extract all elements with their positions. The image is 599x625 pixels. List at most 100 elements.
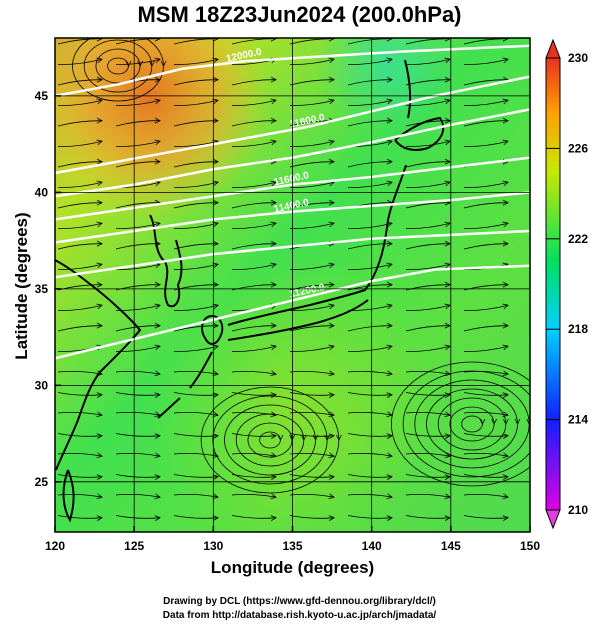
wind-arrow — [96, 411, 103, 418]
wind-arrow — [154, 221, 161, 228]
streamline — [463, 371, 509, 375]
streamline — [347, 79, 393, 86]
streamline — [115, 202, 161, 209]
streamline — [115, 433, 161, 437]
streamline — [57, 371, 103, 375]
wind-arrow — [386, 221, 393, 228]
wind-streamlines — [57, 38, 543, 521]
streamline — [347, 181, 393, 188]
streamline — [405, 345, 451, 352]
streamline — [289, 392, 335, 396]
wind-arrow — [212, 452, 219, 459]
wind-arrow — [270, 344, 277, 351]
streamline — [115, 243, 161, 250]
streamline — [231, 371, 277, 375]
wind-arrow — [444, 98, 451, 105]
wind-arrow — [96, 76, 103, 83]
wind-arrow — [502, 139, 509, 146]
wind-arrow — [212, 433, 219, 439]
wind-arrow — [212, 493, 219, 500]
wind-arrow — [444, 515, 451, 521]
streamline — [57, 412, 103, 416]
streamline — [57, 140, 103, 147]
streamline — [115, 99, 161, 106]
streamline — [231, 202, 277, 209]
streamline — [289, 222, 335, 229]
wind-arrow — [277, 434, 284, 441]
wind-arrow — [386, 370, 393, 377]
streamline — [115, 371, 161, 375]
streamline — [463, 325, 509, 332]
streamline — [405, 412, 451, 416]
streamline — [173, 304, 219, 311]
wind-arrow — [444, 76, 451, 83]
wind-arrow — [444, 180, 451, 187]
streamline — [463, 515, 509, 519]
streamline — [231, 222, 277, 229]
wind-arrow — [328, 344, 335, 351]
streamline — [115, 120, 161, 127]
streamline — [347, 494, 393, 498]
streamline — [57, 494, 103, 498]
wind-arrow — [96, 493, 103, 500]
wind-arrow — [386, 303, 393, 310]
streamline — [173, 515, 219, 519]
streamline — [57, 263, 103, 270]
coastlines — [55, 59, 445, 523]
wind-arrow — [328, 370, 335, 377]
streamline — [405, 304, 451, 311]
streamline — [347, 345, 393, 352]
wind-arrow — [502, 515, 509, 521]
streamline — [173, 371, 219, 375]
streamline — [231, 263, 277, 270]
streamline — [289, 371, 335, 375]
wind-arrow — [96, 262, 103, 269]
streamline — [405, 243, 451, 250]
sakhalin-coast — [404, 59, 412, 119]
streamline — [231, 412, 277, 416]
streamline — [57, 181, 103, 188]
wind-arrow — [270, 76, 277, 83]
taiwan-coast — [62, 469, 75, 523]
streamline — [405, 515, 451, 519]
wind-arrow — [386, 180, 393, 187]
streamline — [57, 325, 103, 332]
streamline — [405, 140, 451, 147]
wind-arrow — [328, 262, 335, 269]
streamline — [173, 453, 219, 457]
wind-arrow — [270, 240, 277, 247]
streamline — [289, 263, 335, 270]
streamline — [463, 392, 509, 396]
streamline — [289, 58, 335, 65]
streamline — [405, 181, 451, 188]
wind-arrow — [270, 221, 277, 228]
gyre-streamline — [391, 361, 530, 487]
wind-arrow — [154, 493, 161, 500]
wind-arrow — [444, 493, 451, 500]
streamline — [115, 222, 161, 229]
wind-arrow — [538, 419, 543, 424]
wind-arrow — [502, 344, 509, 351]
streamline — [463, 202, 509, 209]
wind-arrow — [154, 433, 161, 439]
streamline — [347, 99, 393, 106]
streamline — [347, 120, 393, 127]
honshu-coast — [227, 164, 407, 326]
streamline — [173, 79, 219, 86]
wind-arrow — [212, 370, 219, 377]
streamline — [463, 120, 509, 127]
wind-arrow — [386, 262, 393, 269]
x-tick-label: 150 — [520, 539, 540, 553]
streamline — [463, 181, 509, 188]
streamline — [57, 453, 103, 457]
wind-arrow — [502, 370, 509, 377]
streamline — [347, 263, 393, 270]
y-axis-label: Latitude (degrees) — [12, 212, 31, 360]
colorbar-body — [545, 57, 561, 511]
wind-arrow — [212, 474, 219, 480]
wind-arrow — [154, 515, 161, 521]
streamline — [115, 345, 161, 352]
streamline — [231, 392, 277, 396]
streamline — [289, 79, 335, 86]
